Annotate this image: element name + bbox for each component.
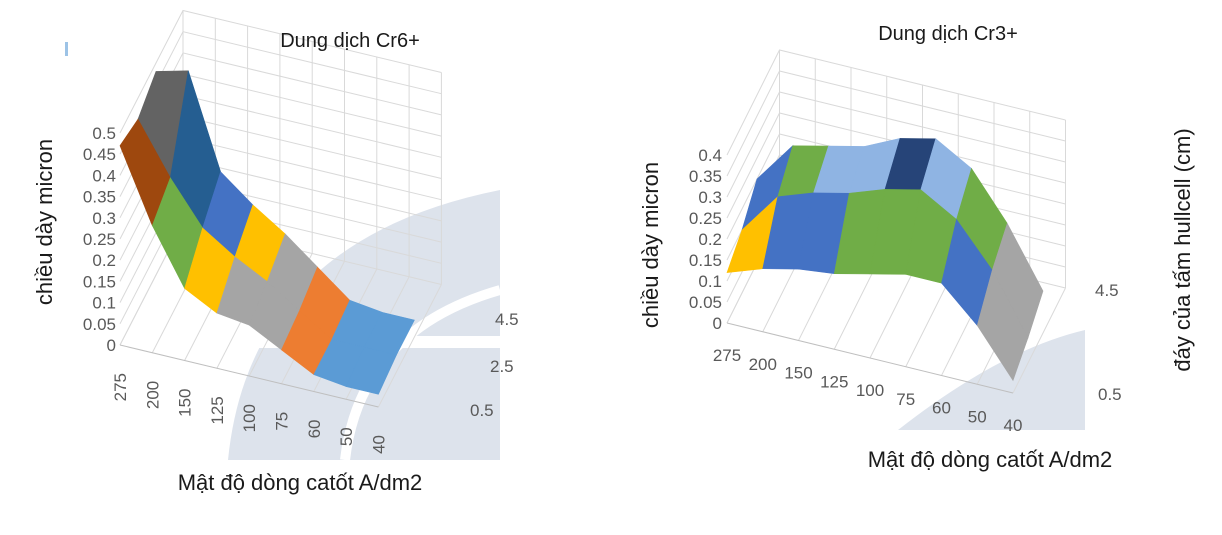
depth-tick-label: 4.5 — [495, 310, 519, 329]
x-tick-label: 150 — [784, 364, 812, 383]
z-tick-label: 0.05 — [83, 315, 116, 334]
x-tick-label: 200 — [749, 355, 777, 374]
x-axis-title: Mật độ dòng catốt A/dm2 — [868, 447, 1113, 472]
z-tick-label: 0 — [107, 336, 116, 355]
z-tick-label: 0.15 — [689, 251, 722, 270]
x-axis-line — [119, 344, 379, 408]
z-tick-label: 0.35 — [83, 188, 116, 207]
z-tick-label: 0.05 — [689, 293, 722, 312]
depth-tick-label: 2.5 — [490, 357, 514, 376]
depth-tick-label: 4.5 — [1095, 281, 1119, 300]
z-tick-label: 0.45 — [83, 145, 116, 164]
x-tick-label: 125 — [208, 396, 227, 424]
surface-cell — [345, 346, 397, 395]
chart-title: Dung dịch Cr6+ — [280, 30, 420, 52]
x-tick-label: 60 — [932, 399, 951, 418]
chart-cr3: 0 0.05 0.1 0.15 0.2 0.25 0.3 0.35 0.4 275 200 150 12… — [638, 23, 1195, 472]
x-tick-label: 275 — [111, 373, 130, 401]
z-tick-label: 0.3 — [92, 209, 116, 228]
z-tick-label: 0 — [713, 314, 722, 333]
x-tick-label: 150 — [176, 389, 195, 417]
z-tick-label: 0.4 — [698, 146, 722, 165]
z-tick-label: 0.15 — [83, 272, 116, 291]
floor-gridline — [377, 284, 442, 408]
floor-gridline — [1012, 287, 1066, 394]
x-axis-line — [726, 322, 1014, 394]
chart-cr6: 0 0.05 0.1 0.15 0.2 0.25 0.3 0.35 0.4 0.45 0.5 275 2… — [32, 9, 519, 495]
x-tick-label: 40 — [369, 435, 388, 454]
background-arc-right — [898, 330, 1085, 430]
z-tick-label: 0.25 — [83, 230, 116, 249]
x-tick-label: 100 — [856, 381, 884, 400]
z-tick-label: 0.2 — [698, 230, 722, 249]
z-tick-label: 0.1 — [698, 272, 722, 291]
x-tick-label: 60 — [305, 420, 324, 439]
x-tick-label: 200 — [143, 381, 162, 409]
x-tick-label: 125 — [820, 372, 848, 391]
x-tick-label: 100 — [240, 404, 259, 432]
y-axis-title: chiều dày micron — [32, 139, 57, 305]
x-tick-label: 275 — [713, 346, 741, 365]
x-tick-label: 50 — [337, 427, 356, 446]
z-tick-label: 0.5 — [92, 124, 116, 143]
y-axis-title: chiều dày micron — [638, 162, 663, 328]
chart-title: Dung dịch Cr3+ — [878, 23, 1018, 45]
z-tick-label: 0.4 — [92, 166, 116, 185]
z-tick-label: 0.3 — [698, 188, 722, 207]
x-tick-label: 40 — [1004, 416, 1023, 435]
x-tick-label: 75 — [896, 390, 915, 409]
depth-tick-label: 0.5 — [1098, 385, 1122, 404]
z-tick-label: 0.2 — [92, 251, 116, 270]
depth-tick-label: 0.5 — [470, 401, 494, 420]
x-tick-label: 50 — [968, 407, 987, 426]
x-axis-title: Mật độ dòng catốt A/dm2 — [178, 470, 423, 495]
marker-dot — [65, 42, 68, 56]
x-tick-label: 75 — [273, 412, 292, 431]
depth-axis-title: đáy của tấm hullcell (cm) — [1170, 128, 1195, 371]
z-tick-label: 0.35 — [689, 167, 722, 186]
surface-cell — [976, 269, 1029, 382]
z-tick-label: 0.25 — [689, 209, 722, 228]
z-tick-label: 0.1 — [92, 294, 116, 313]
